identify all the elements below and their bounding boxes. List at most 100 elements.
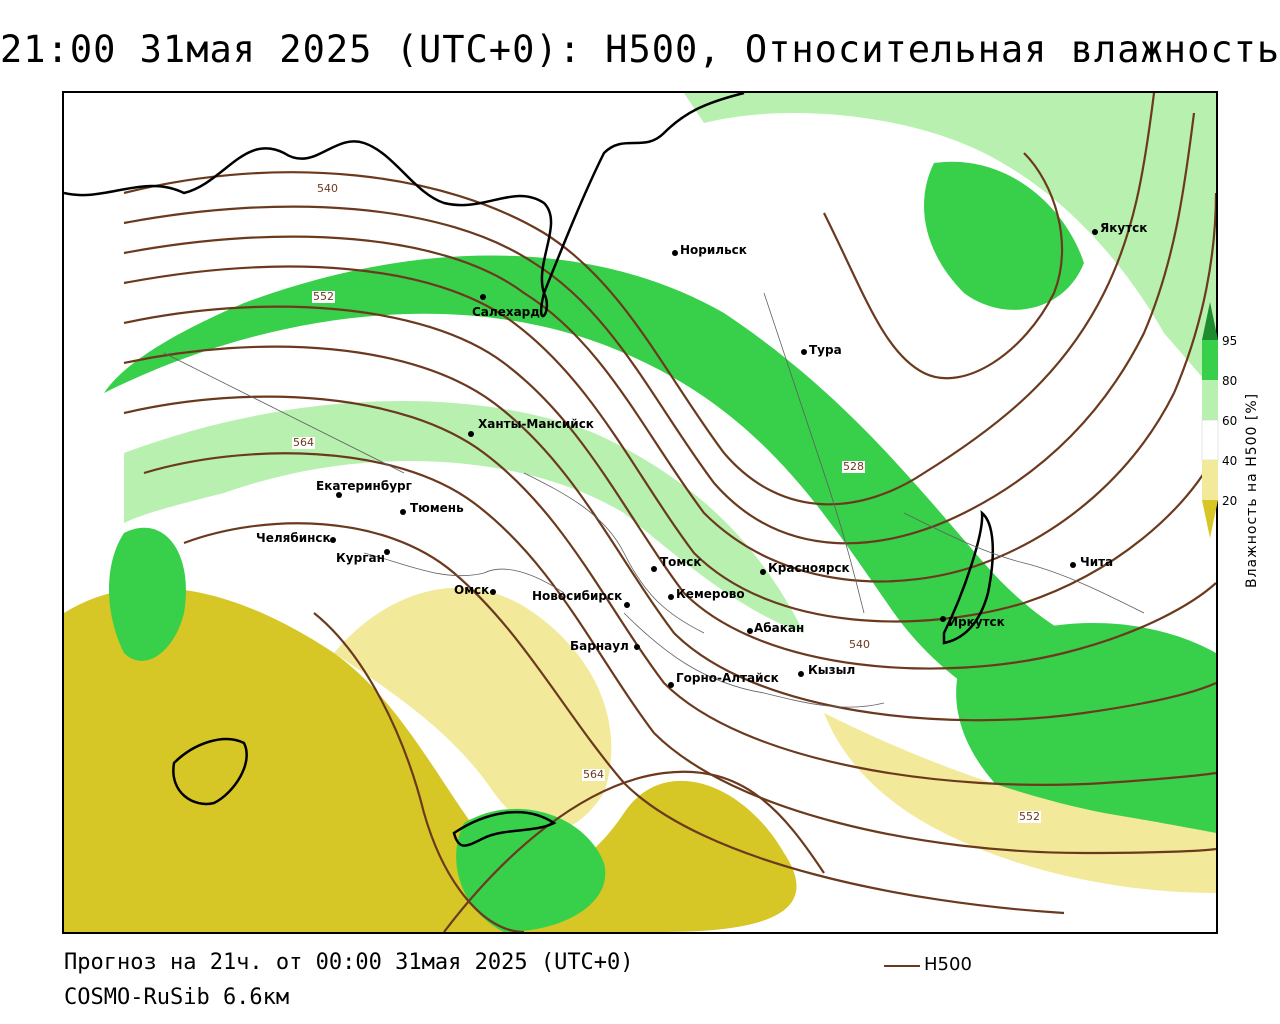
map-panel: 540 552 564 528 540 564 552 Норильск Яку… — [62, 91, 1218, 934]
city-label-barnaul: Барнаул — [570, 639, 629, 653]
city-label-chelyabinsk: Челябинск — [256, 531, 331, 545]
moist-band-north — [104, 255, 1216, 763]
city-marker — [1070, 562, 1076, 568]
moist-region-south-lake — [456, 808, 606, 932]
city-marker — [798, 671, 804, 677]
city-label-ekaterinburg: Екатеринбург — [316, 479, 412, 493]
city-marker — [336, 492, 342, 498]
city-marker — [624, 602, 630, 608]
city-label-tomsk: Томск — [660, 555, 702, 569]
lake-baikal — [942, 510, 995, 645]
colorbar-arrow-top — [1202, 302, 1218, 340]
contour-label: 564 — [582, 768, 605, 781]
colorbar-band-80 — [1202, 380, 1218, 420]
model-name: COSMO-RuSib 6.6км — [64, 985, 290, 1010]
coastline-north — [64, 93, 745, 318]
contour-line — [183, 522, 1065, 915]
border-line — [903, 512, 1145, 614]
legend-line-sample — [884, 965, 920, 967]
city-label-gorno-altaysk: Горно-Алтайск — [676, 671, 779, 685]
coastlines — [64, 93, 995, 847]
colorbar-band-60 — [1201, 419, 1219, 461]
dry-region-southwest — [64, 587, 797, 932]
city-marker — [747, 628, 753, 634]
city-label-kurgan: Курган — [336, 551, 385, 565]
moist-band-north-light — [124, 400, 804, 633]
dry-region-south-light — [334, 587, 612, 831]
humidity-fill — [64, 93, 1216, 932]
map-canvas — [64, 93, 1216, 932]
city-label-kemerovo: Кемерово — [676, 587, 745, 601]
border-line — [623, 612, 885, 708]
border-line — [763, 292, 865, 614]
contour-line — [123, 265, 1216, 623]
city-marker — [330, 537, 336, 543]
city-label-irkutsk: Иркутск — [948, 615, 1005, 629]
city-label-omsk: Омск — [454, 583, 490, 597]
lake-balkhash — [452, 810, 557, 847]
colorbar-tick: 40 — [1222, 454, 1238, 468]
moist-region-ne-green — [924, 161, 1084, 310]
humidity-colorbar — [1201, 302, 1219, 538]
contour-label: 540 — [316, 182, 339, 195]
region-borders — [163, 292, 1145, 708]
colorbar-title: Влажность на H500 [%] — [1244, 392, 1260, 588]
moist-region-northeast — [684, 93, 1216, 393]
city-label-kyzyl: Кызыл — [808, 663, 856, 677]
moist-west — [109, 527, 186, 661]
city-label-tura: Тура — [809, 343, 842, 357]
city-label-salekhard: Салехард — [472, 305, 540, 319]
city-marker — [468, 431, 474, 437]
h500-contours — [123, 93, 1216, 932]
city-marker — [384, 549, 390, 555]
contour-line — [123, 192, 1216, 583]
city-marker — [651, 566, 657, 572]
contour-label: 564 — [292, 436, 315, 449]
border-line — [163, 352, 405, 474]
city-marker — [801, 349, 807, 355]
city-label-khanty-mansiysk: Ханты-Мансийск — [478, 417, 594, 431]
contour-line — [123, 345, 1216, 722]
contour-line — [123, 93, 1156, 506]
colorbar-tick: 20 — [1222, 494, 1238, 508]
city-marker — [672, 250, 678, 256]
contour-label: 552 — [1018, 810, 1041, 823]
colorbar-arrow-bottom — [1202, 500, 1218, 538]
contour-label: 552 — [312, 290, 335, 303]
city-label-novosibirsk: Новосибирск — [532, 589, 623, 603]
colorbar-tick: 60 — [1222, 414, 1238, 428]
contour-line — [123, 112, 1196, 545]
contour-line — [143, 452, 1216, 855]
colorbar-title-wrap: Влажность на H500 [%] — [1240, 330, 1270, 590]
city-marker — [634, 644, 640, 650]
colorbar-band-95 — [1202, 340, 1218, 380]
contour-line — [823, 152, 1064, 380]
contour-label: 528 — [842, 460, 865, 473]
border-line — [523, 472, 705, 634]
city-marker — [490, 589, 496, 595]
city-label-abakan: Абакан — [754, 621, 805, 635]
aral-sea — [172, 737, 248, 806]
city-marker — [400, 509, 406, 515]
city-marker — [1092, 229, 1098, 235]
contour-line — [123, 305, 1216, 670]
dry-band-east — [824, 713, 1216, 893]
colorbar-tick: 95 — [1222, 334, 1238, 348]
border-line — [363, 552, 565, 594]
city-marker — [940, 616, 946, 622]
city-marker — [480, 294, 486, 300]
city-label-tyumen: Тюмень — [410, 501, 464, 515]
city-label-krasnoyarsk: Красноярск — [768, 561, 850, 575]
city-marker — [668, 682, 674, 688]
city-marker — [668, 594, 674, 600]
moist-region-east — [956, 623, 1216, 875]
contour-line — [313, 612, 525, 932]
city-label-yakutsk: Якутск — [1100, 221, 1148, 235]
forecast-info: Прогноз на 21ч. от 00:00 31мая 2025 (UTC… — [64, 950, 634, 975]
legend-label: H500 — [924, 954, 972, 975]
colorbar-tick: 80 — [1222, 374, 1238, 388]
contour-line — [443, 770, 825, 932]
city-label-chita: Чита — [1080, 555, 1114, 569]
colorbar-band-40 — [1202, 460, 1218, 500]
map-title: 21:00 31мая 2025 (UTC+0): H500, Относите… — [0, 28, 1280, 71]
